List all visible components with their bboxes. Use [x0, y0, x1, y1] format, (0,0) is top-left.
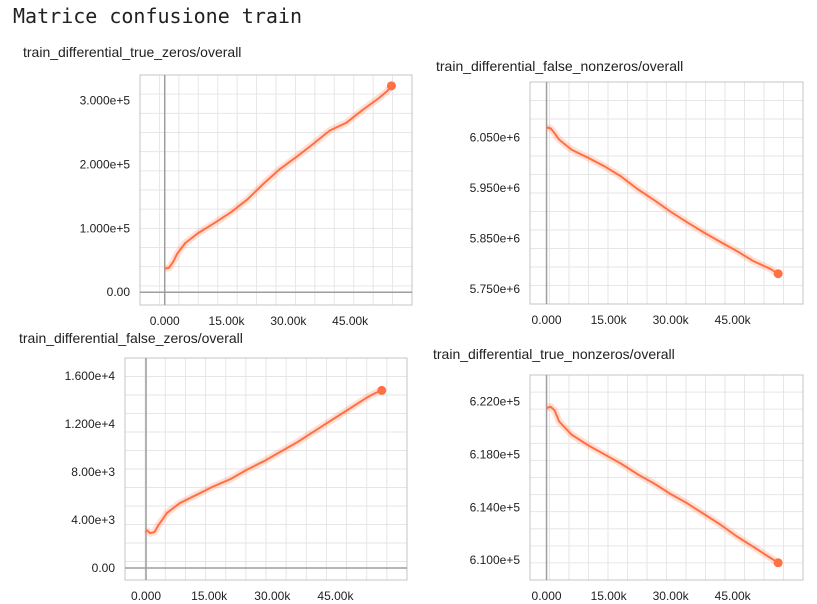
y-tick-label: 6.050e+6 [470, 131, 521, 145]
series-end-point[interactable] [386, 81, 396, 91]
y-tick-label: 6.100e+5 [470, 553, 521, 567]
x-tick-label: 15.00k [591, 589, 628, 603]
x-tick-label: 45.00k [317, 589, 354, 603]
y-tick-label: 5.750e+6 [470, 282, 521, 296]
x-tick-label: 15.00k [591, 313, 628, 327]
y-tick-label: 0.00 [107, 285, 131, 299]
y-tick-label: 1.200e+4 [65, 417, 116, 431]
x-tick-label: 0.000 [131, 589, 161, 603]
y-tick-label: 2.000e+5 [80, 157, 131, 171]
series-smoothing-band [545, 403, 781, 566]
series-end-point[interactable] [377, 385, 387, 395]
plot-frame [139, 74, 413, 306]
series-end-point[interactable] [773, 269, 783, 279]
y-tick-label: 5.850e+6 [470, 231, 521, 245]
x-tick-label: 0.000 [532, 313, 562, 327]
series-line [164, 85, 393, 270]
plot-frame [529, 374, 804, 581]
chart-false-nonzeros: 5.750e+6 5.850e+6 5.950e+6 6.050e+6 0.000 15.… [470, 81, 804, 327]
y-tick-label: 5.950e+6 [470, 181, 521, 195]
y-tick-label: 6.140e+5 [470, 500, 521, 514]
series-smoothing-band [545, 123, 781, 277]
chart-title-false-nonzeros: train_differential_false_nonzeros/overal… [436, 58, 684, 74]
plot-frame [529, 81, 804, 305]
y-tick-label: 4.00e+3 [71, 513, 115, 527]
plot-frame [124, 357, 408, 581]
y-tick-label: 8.00e+3 [71, 465, 115, 479]
y-tick-label: 1.000e+5 [80, 221, 131, 235]
y-tick-label: 6.220e+5 [470, 394, 521, 408]
x-tick-label: 15.00k [191, 589, 228, 603]
x-tick-label: 0.000 [150, 314, 180, 328]
x-tick-label: 45.00k [715, 589, 752, 603]
series-line [546, 126, 779, 275]
series-end-point[interactable] [773, 558, 783, 568]
chart-true-zeros: 0.00 1.000e+5 2.000e+5 3.000e+5 0.000 15.00k 3… [80, 74, 413, 328]
series-line [546, 405, 779, 564]
chart-title-true-nonzeros: train_differential_true_nonzeros/overall [433, 346, 675, 362]
x-tick-label: 15.00k [209, 314, 246, 328]
x-tick-label: 30.00k [270, 314, 307, 328]
chart-false-zeros: 0.00 4.00e+3 8.00e+3 1.200e+4 1.600e+4 0.000 1… [65, 357, 408, 603]
chart-title-false-zeros: train_differential_false_zeros/overall [19, 330, 243, 346]
x-tick-label: 0.000 [532, 589, 562, 603]
x-tick-label: 30.00k [653, 313, 690, 327]
chart-title-true-zeros: train_differential_true_zeros/overall [23, 44, 242, 60]
x-tick-label: 45.00k [332, 314, 369, 328]
chart-true-nonzeros: 6.100e+5 6.140e+5 6.180e+5 6.220e+5 0.000 15.… [470, 374, 804, 603]
x-tick-label: 45.00k [715, 313, 752, 327]
y-tick-label: 6.180e+5 [470, 447, 521, 461]
x-tick-label: 30.00k [653, 589, 690, 603]
x-tick-label: 30.00k [254, 589, 291, 603]
y-tick-label: 3.000e+5 [80, 94, 131, 108]
y-tick-label: 1.600e+4 [65, 369, 116, 383]
page-heading: Matrice confusione train [13, 4, 302, 28]
series-line [145, 389, 383, 535]
y-tick-label: 0.00 [92, 561, 116, 575]
